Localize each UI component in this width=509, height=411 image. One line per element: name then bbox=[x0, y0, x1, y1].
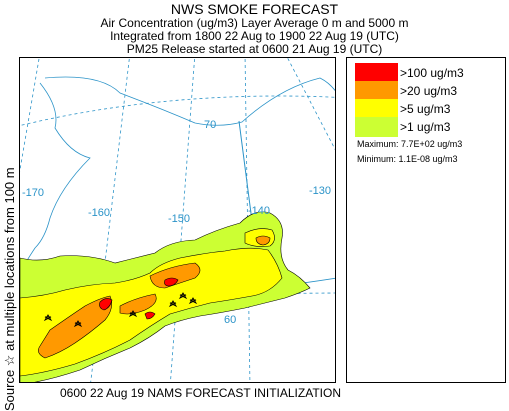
legend-item-gt5: >5 ug/m3 bbox=[355, 99, 505, 119]
legend-swatch bbox=[355, 99, 398, 119]
release-start: PM25 Release started at 0600 21 Aug 19 (… bbox=[126, 42, 383, 56]
legend-label: >1 ug/m3 bbox=[400, 120, 451, 134]
forecast-title: NWS SMOKE FORECAST bbox=[170, 1, 339, 17]
concentration-gt100 bbox=[99, 277, 179, 320]
graticule-label: -130 bbox=[309, 185, 331, 197]
forecast-initialization: 0600 22 Aug 19 NAMS FORECAST INITIALIZAT… bbox=[60, 386, 341, 400]
graticule-label: 70 bbox=[204, 119, 216, 131]
map-canvas: -170 -160 -150 -140 -130 70 60 bbox=[20, 58, 335, 382]
maximum-value: Maximum: 7.7E+02 ug/m3 bbox=[357, 139, 463, 149]
meridian-170 bbox=[20, 58, 40, 173]
integration-period: Integrated from 1800 22 Aug to 1900 22 A… bbox=[110, 29, 399, 43]
legend-swatch bbox=[355, 81, 398, 101]
legend-label: >100 ug/m3 bbox=[400, 66, 464, 80]
legend-swatch bbox=[355, 117, 398, 137]
legend-item-gt1: >1 ug/m3 bbox=[355, 117, 505, 137]
legend-swatch bbox=[355, 63, 398, 83]
legend-item-gt100: >100 ug/m3 bbox=[355, 63, 505, 83]
smoke-map: -170 -160 -150 -140 -130 70 60 bbox=[19, 57, 336, 383]
minimum-value: Minimum: 1.1E-08 ug/m3 bbox=[357, 154, 458, 164]
legend-label: >20 ug/m3 bbox=[400, 84, 458, 98]
source-markers bbox=[43, 292, 198, 328]
legend: >100 ug/m3 >20 ug/m3 >5 ug/m3 >1 ug/m3 M… bbox=[346, 57, 506, 383]
source-location-label: Source ☆ at multiple locations from 100 … bbox=[2, 167, 17, 411]
meridian-150 bbox=[170, 58, 196, 382]
meridian-130 bbox=[287, 58, 335, 151]
graticule-label: -150 bbox=[168, 213, 190, 225]
concentration-subtitle: Air Concentration (ug/m3) Layer Average … bbox=[100, 16, 409, 30]
graticule-label: 60 bbox=[224, 314, 236, 326]
concentration-gt20 bbox=[38, 235, 271, 359]
parallel-70 bbox=[20, 95, 335, 127]
graticule-label: -160 bbox=[88, 207, 110, 219]
graticule-label: -140 bbox=[248, 205, 270, 217]
meridian-140 bbox=[244, 58, 251, 382]
legend-item-gt20: >20 ug/m3 bbox=[355, 81, 505, 101]
graticule-label: -170 bbox=[22, 187, 44, 199]
legend-label: >5 ug/m3 bbox=[400, 102, 451, 116]
meridian-160 bbox=[90, 58, 130, 382]
